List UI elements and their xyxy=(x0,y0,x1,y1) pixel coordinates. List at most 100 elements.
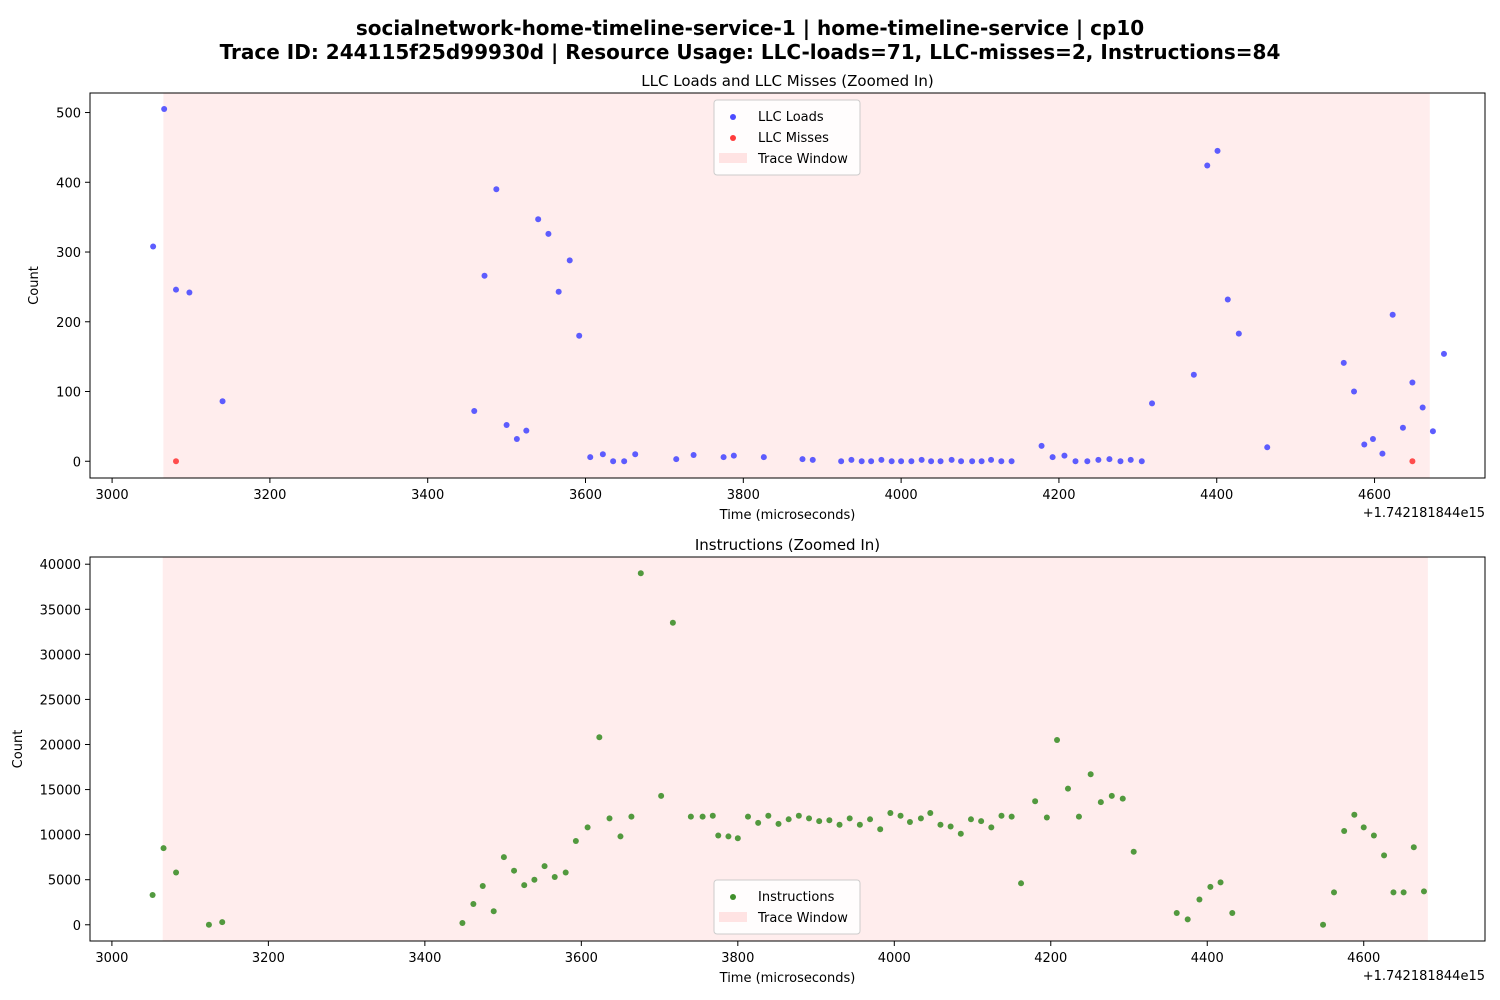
data-point xyxy=(836,821,843,828)
data-point xyxy=(1351,811,1358,818)
data-point xyxy=(1173,910,1180,917)
data-point xyxy=(1214,147,1221,154)
data-point xyxy=(531,876,538,883)
y-tick-label: 0 xyxy=(73,919,81,934)
data-point xyxy=(584,824,591,831)
data-point xyxy=(1087,771,1094,778)
data-point xyxy=(856,821,863,828)
data-point xyxy=(1106,456,1113,463)
data-point xyxy=(957,830,964,837)
x-tick-label: 3200 xyxy=(253,488,286,503)
data-point xyxy=(632,451,639,458)
data-point xyxy=(744,813,751,820)
data-point xyxy=(1235,330,1242,337)
data-point xyxy=(521,882,528,889)
data-point xyxy=(998,458,1005,465)
data-point xyxy=(587,454,594,461)
y-tick-label: 25000 xyxy=(40,693,81,708)
data-point xyxy=(687,813,694,820)
data-point xyxy=(205,921,212,928)
data-point xyxy=(669,619,676,626)
data-point xyxy=(760,454,767,461)
chart-title: Instructions (Zoomed In) xyxy=(695,536,880,554)
y-tick-label: 500 xyxy=(56,107,81,122)
y-tick-label: 15000 xyxy=(40,784,81,799)
data-point xyxy=(978,818,985,825)
x-tick-label: 3600 xyxy=(569,488,602,503)
data-point xyxy=(1072,458,1079,465)
data-point xyxy=(1420,888,1427,895)
data-point xyxy=(690,451,697,458)
data-point xyxy=(186,289,193,296)
data-point xyxy=(917,815,924,822)
data-point xyxy=(1341,828,1348,835)
data-point xyxy=(795,812,802,819)
data-point xyxy=(755,819,762,826)
data-point xyxy=(596,734,603,741)
legend-marker xyxy=(730,135,736,141)
data-point xyxy=(541,863,548,870)
data-point xyxy=(470,901,477,908)
data-point xyxy=(1196,896,1203,903)
legend-label: LLC Misses xyxy=(758,131,829,146)
x-tick-label: 4000 xyxy=(885,488,918,503)
data-point xyxy=(1400,889,1407,896)
data-point xyxy=(150,243,157,250)
data-point xyxy=(1061,452,1068,459)
data-point xyxy=(799,456,806,463)
legend-box xyxy=(713,879,861,935)
trace-window-band xyxy=(162,557,1428,941)
data-point xyxy=(699,813,706,820)
legend-label: Trace Window xyxy=(757,911,848,926)
data-point xyxy=(545,230,552,237)
data-point xyxy=(809,456,816,463)
data-point xyxy=(1379,450,1386,457)
data-point xyxy=(1095,456,1102,463)
x-tick-label: 3000 xyxy=(95,951,128,966)
data-point xyxy=(562,869,569,876)
x-tick-label: 4400 xyxy=(1200,488,1233,503)
legend-label: Instructions xyxy=(758,890,835,905)
data-point xyxy=(1330,889,1337,896)
data-point xyxy=(928,458,935,465)
data-point xyxy=(1320,921,1327,928)
data-point xyxy=(978,458,985,465)
data-point xyxy=(1370,832,1377,839)
x-offset-label: +1.742181844e15 xyxy=(1363,506,1485,521)
data-point xyxy=(599,451,606,458)
data-point xyxy=(1361,441,1368,448)
data-point xyxy=(1369,435,1376,442)
data-point xyxy=(897,812,904,819)
data-point xyxy=(848,456,855,463)
x-axis-label: Time (microseconds) xyxy=(719,971,856,986)
data-point xyxy=(535,216,542,223)
chart-1: 3000 3200 3400 3600 3800 4000 4200 4400 4600 0 500… xyxy=(11,536,1486,986)
data-point xyxy=(1204,162,1211,169)
data-point xyxy=(576,332,583,339)
data-point xyxy=(1264,444,1271,451)
data-point xyxy=(173,869,180,876)
y-tick-label: 0 xyxy=(73,455,81,470)
data-point xyxy=(1008,813,1015,820)
data-point xyxy=(715,832,722,839)
data-point xyxy=(1043,814,1050,821)
y-axis-label: Count xyxy=(27,266,42,305)
data-point xyxy=(734,835,741,842)
data-point xyxy=(493,186,500,193)
data-point xyxy=(937,458,944,465)
data-point xyxy=(1340,359,1347,366)
data-point xyxy=(1419,404,1426,411)
data-point xyxy=(572,837,579,844)
data-point xyxy=(720,454,727,461)
data-point xyxy=(490,908,497,915)
data-point xyxy=(1049,454,1056,461)
series-llc-loads xyxy=(150,106,1447,465)
data-point xyxy=(988,824,995,831)
data-point xyxy=(1084,458,1091,465)
legend-marker xyxy=(730,114,736,120)
x-offset-label: +1.742181844e15 xyxy=(1363,969,1485,984)
x-tick-label: 4600 xyxy=(1347,951,1380,966)
x-tick-label: 4600 xyxy=(1358,488,1391,503)
data-point xyxy=(160,845,167,852)
x-tick-label: 4000 xyxy=(878,951,911,966)
